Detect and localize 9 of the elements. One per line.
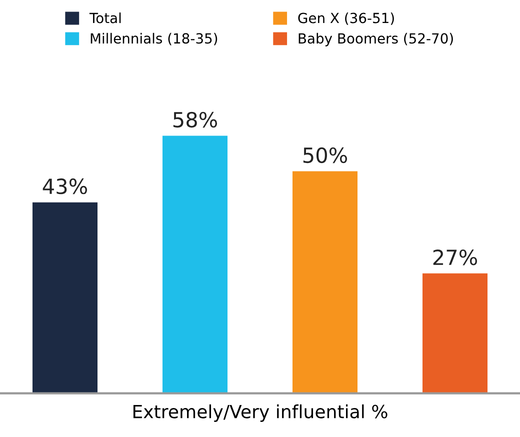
legend-label: Baby Boomers (52-70) xyxy=(298,32,453,46)
legend-label: Millennials (18-35) xyxy=(90,32,218,46)
data-label: 27% xyxy=(433,249,478,266)
legend-label: Gen X (36-51) xyxy=(298,12,394,25)
data-label: 43% xyxy=(42,178,88,194)
x-axis-title: Extremely/Very influential % xyxy=(133,404,388,422)
data-label: 50% xyxy=(303,147,348,164)
legend-label: Total xyxy=(89,12,121,24)
data-label: 58% xyxy=(173,112,218,128)
